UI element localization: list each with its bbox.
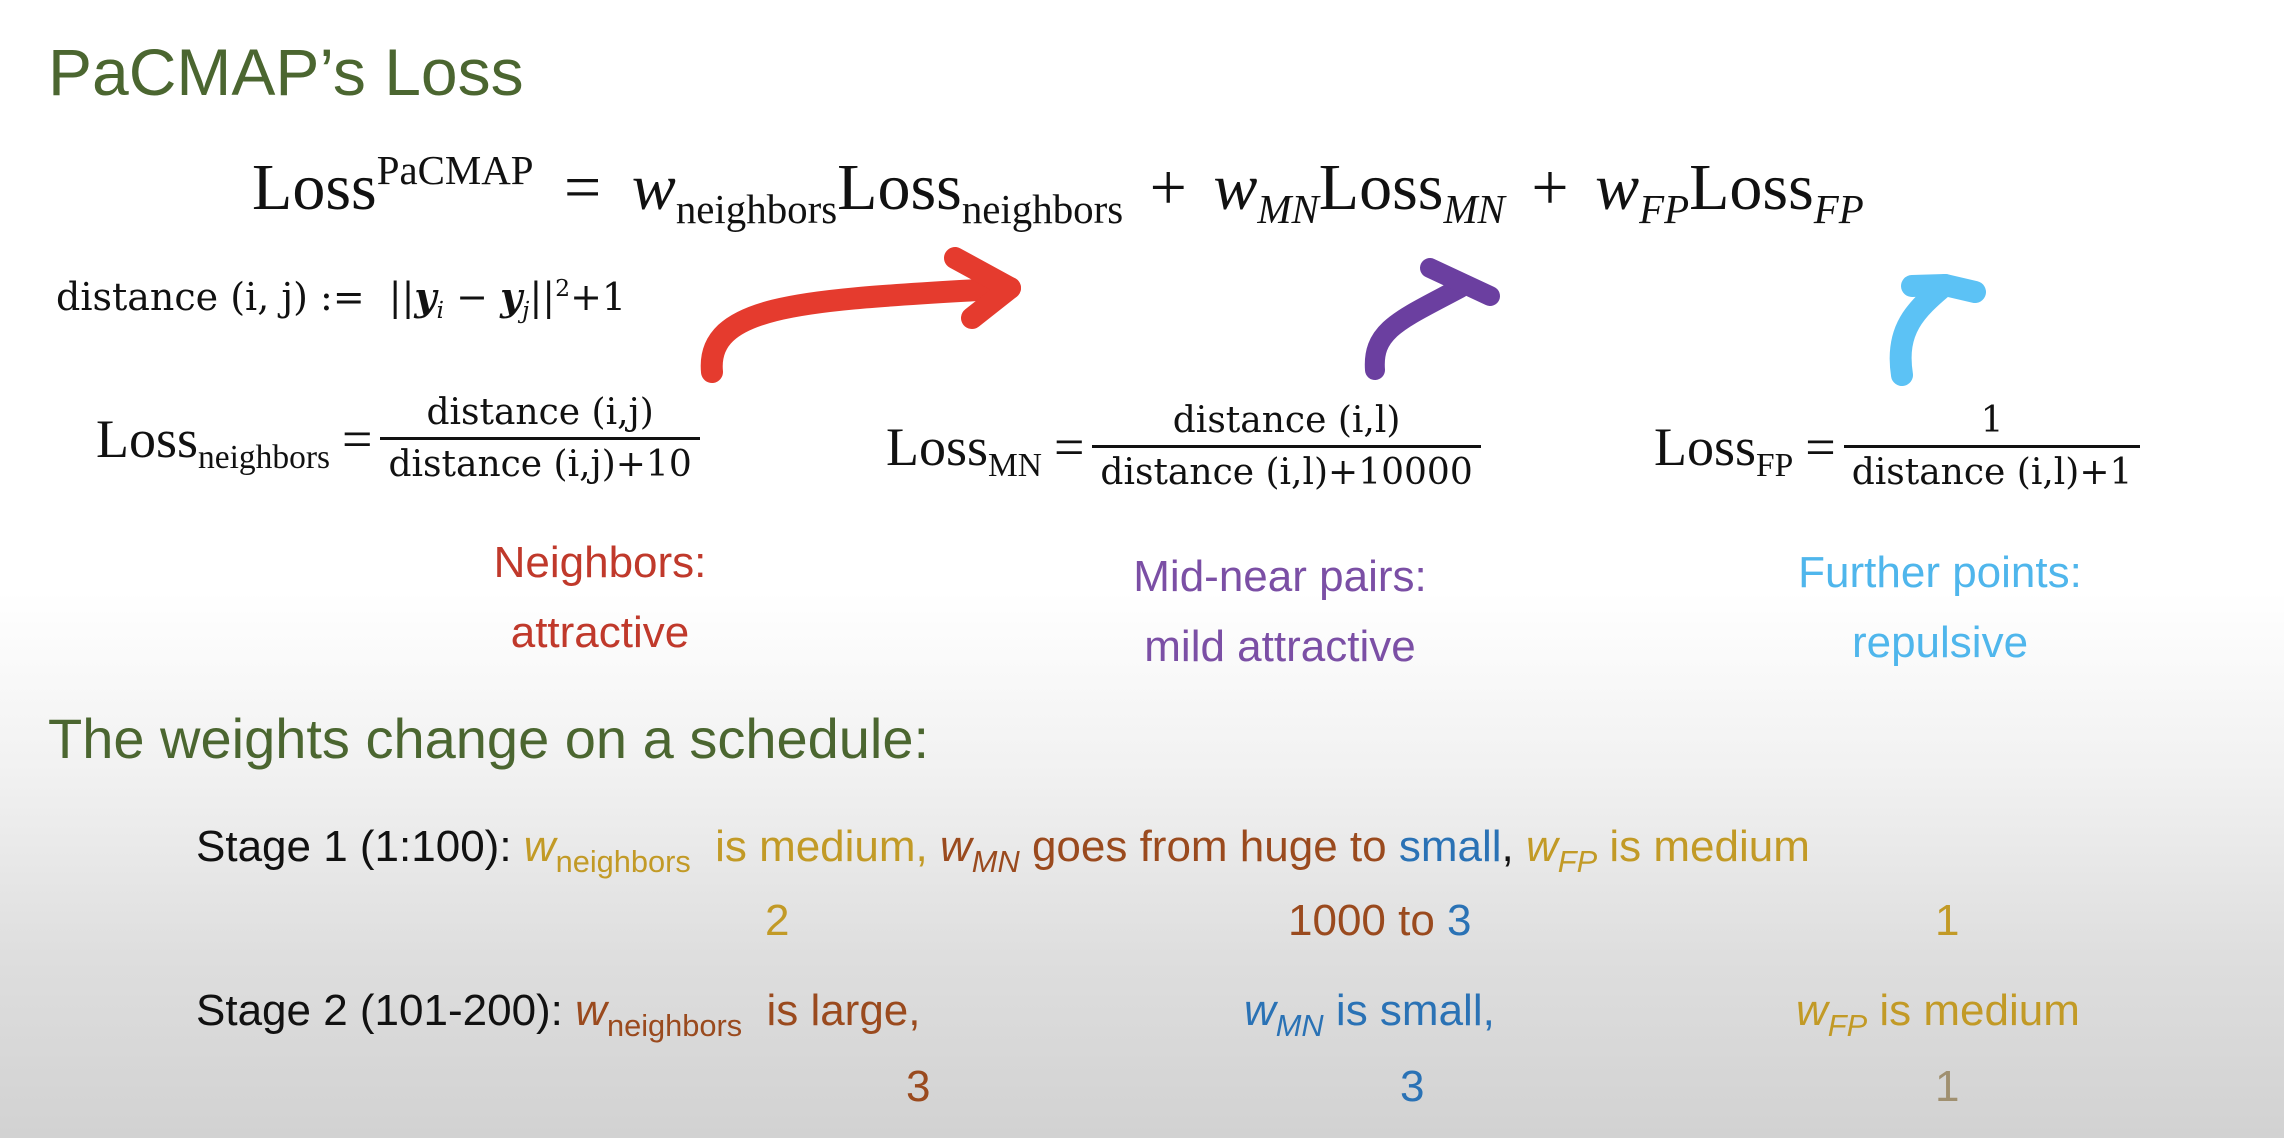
main-equation: LossPaCMAP = wneighborsLossneighbors + w… — [252, 148, 1864, 232]
stage-2-mn-text: is small, — [1335, 986, 1495, 1035]
main-w-neighbors: w — [631, 151, 676, 224]
distance-def-minus: − — [456, 275, 488, 319]
stage-1-mn-value-b: 3 — [1447, 896, 1472, 945]
caption-further-points-line2: repulsive — [1851, 618, 2029, 667]
loss-fp-numerator: 1 — [1980, 400, 2004, 441]
caption-neighbors-line2: attractive — [510, 608, 690, 657]
loss-mn-formula: LossMN = distance (i,l) distance (i,l)+1… — [886, 400, 1481, 493]
loss-fp-eq: = — [1805, 416, 1836, 477]
caption-mid-near: Mid-near pairs: mild attractive — [1030, 542, 1530, 682]
distance-def-norm-open: || — [388, 275, 415, 319]
loss-mn-eq: = — [1053, 416, 1085, 477]
stage-2-w-fp: w — [1796, 986, 1828, 1035]
purple-arrow-icon — [1364, 258, 1500, 380]
stage-1-fp-text: is medium — [1609, 822, 1810, 871]
slide-title: PaCMAP’s Loss — [48, 35, 524, 109]
stage-2-w-fp-sub: FP — [1827, 1007, 1868, 1043]
stage-1-neighbors-value: 2 — [765, 896, 790, 945]
stage-1-w-mn-sub: MN — [971, 843, 1020, 879]
distance-def-tail: +1 — [570, 275, 627, 319]
stage-1-mn-value-a: 1000 to — [1288, 896, 1435, 945]
main-plus-2: + — [1531, 151, 1569, 224]
loss-mn-denominator: distance (i,l)+10000 — [1092, 445, 1481, 493]
stage-1-label: Stage 1 (1:100): — [196, 822, 512, 871]
main-plus-1: + — [1149, 151, 1187, 224]
stage-1-mn-text: goes from huge to — [1031, 822, 1387, 871]
loss-neighbors-lhs: Loss — [96, 408, 199, 469]
loss-neighbors-denominator: distance (i,j)+10 — [380, 437, 700, 485]
loss-neighbors-lhs-sub: neighbors — [198, 439, 331, 477]
blue-arrow-icon — [1889, 274, 1986, 386]
stage-1-w-mn: w — [940, 822, 972, 871]
stage-1-w-neighbors: w — [523, 822, 556, 871]
stage-2-w-mn-sub: MN — [1275, 1007, 1324, 1043]
main-eq-sign: = — [564, 151, 602, 224]
stage-1-w-fp: w — [1526, 822, 1558, 871]
loss-mn-lhs-sub: MN — [988, 447, 1042, 485]
caption-further-points: Further points: repulsive — [1690, 538, 2190, 678]
main-w-fp: w — [1595, 151, 1640, 224]
distance-def-norm-close: || — [529, 275, 556, 319]
distance-def-y-j: y — [500, 274, 523, 319]
stage-1-line: Stage 1 (1:100): wneighbors is medium, w… — [196, 822, 1810, 879]
main-loss-mn: Loss — [1318, 151, 1444, 224]
stage-1-w-neighbors-sub: neighbors — [555, 843, 691, 879]
distance-def-y-i-sub: i — [436, 296, 445, 325]
distance-definition: distance (i, j) := ||yi − yj||2+1 — [56, 273, 627, 324]
distance-def-y-j-sub: j — [522, 296, 530, 325]
distance-def-lhs: distance (i, j) := — [56, 275, 365, 319]
main-w-fp-sub: FP — [1639, 187, 1690, 233]
main-w-mn-sub: MN — [1257, 187, 1319, 233]
loss-fp-lhs-sub: FP — [1756, 447, 1794, 485]
loss-fp-lhs: Loss — [1654, 416, 1757, 477]
stage-2-w-neighbors: w — [575, 986, 607, 1035]
stage-2-fp-text: is medium — [1879, 986, 2080, 1035]
loss-neighbors-formula: Lossneighbors = distance (i,j) distance … — [96, 392, 700, 485]
loss-fp-fraction: 1 distance (i,l)+1 — [1843, 400, 2141, 493]
red-arrow-icon — [700, 247, 1021, 383]
loss-neighbors-eq: = — [342, 408, 373, 469]
stage-2-neighbors-text: is large, — [766, 986, 921, 1035]
main-w-neighbors-sub: neighbors — [675, 187, 838, 233]
stage-2-line: Stage 2 (101-200): wneighbors is large, — [196, 986, 921, 1043]
caption-mid-near-line2: mild attractive — [1144, 622, 1416, 671]
loss-mn-numerator: distance (i,l) — [1172, 400, 1401, 441]
loss-mn-fraction: distance (i,l) distance (i,l)+10000 — [1092, 400, 1481, 493]
distance-def-y-i: y — [414, 274, 437, 319]
stage-1-fp-value: 1 — [1935, 896, 1960, 945]
main-loss-mn-sub: MN — [1443, 187, 1505, 233]
loss-neighbors-fraction: distance (i,j) distance (i,j)+10 — [380, 392, 700, 485]
stage-1-mn-small: small — [1398, 822, 1502, 871]
main-loss-neighbors: Loss — [837, 151, 962, 224]
stage-1-w-fp-sub: FP — [1557, 843, 1598, 879]
stage-1-neighbors-text: is medium, — [715, 822, 928, 871]
distance-def-power: 2 — [555, 273, 571, 302]
caption-neighbors-line1: Neighbors: — [493, 538, 707, 587]
caption-mid-near-line1: Mid-near pairs: — [1133, 552, 1427, 601]
stage-2-mn: wMN is small, — [1244, 986, 1495, 1043]
main-loss-neighbors-sub: neighbors — [961, 187, 1124, 233]
stage-2-mn-value: 3 — [1400, 1062, 1425, 1111]
loss-fp-denominator: distance (i,l)+1 — [1843, 445, 2141, 493]
main-lhs: Loss — [252, 151, 377, 224]
main-w-mn: w — [1213, 151, 1258, 224]
stage-1-mn-values: 1000 to 3 — [1288, 896, 1472, 946]
loss-mn-lhs: Loss — [886, 416, 989, 477]
stage-2-w-neighbors-sub: neighbors — [606, 1007, 743, 1043]
main-loss-fp: Loss — [1689, 151, 1814, 224]
stage-2-neighbors-value: 3 — [906, 1062, 931, 1111]
stage-2-label: Stage 2 (101-200): — [196, 986, 563, 1035]
main-loss-fp-sub: FP — [1813, 187, 1864, 233]
main-lhs-sup: PaCMAP — [376, 148, 534, 194]
stage-2-fp: wFP is medium — [1796, 986, 2080, 1043]
stage-1-comma: , — [1501, 822, 1514, 871]
caption-neighbors: Neighbors: attractive — [400, 528, 800, 668]
schedule-heading: The weights change on a schedule: — [48, 707, 930, 770]
caption-further-points-line1: Further points: — [1798, 548, 2082, 597]
stage-2-fp-value: 1 — [1935, 1062, 1960, 1111]
stage-2-w-mn: w — [1244, 986, 1276, 1035]
loss-fp-formula: LossFP = 1 distance (i,l)+1 — [1654, 400, 2141, 493]
loss-neighbors-numerator: distance (i,j) — [426, 392, 654, 433]
